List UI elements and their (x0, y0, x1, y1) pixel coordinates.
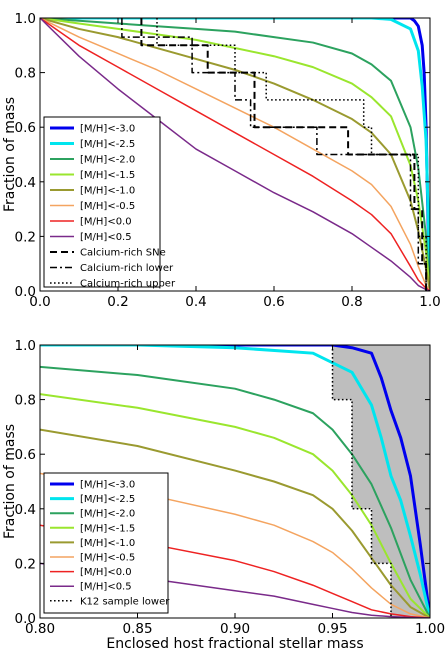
series-line-9 (121, 18, 430, 291)
legend-label-5: [M/H]<-0.5 (80, 553, 135, 564)
series-line-2 (40, 365, 430, 618)
series-line-1 (40, 345, 430, 618)
series-line-7 (40, 18, 430, 291)
legend: [M/H]<-3.0 [M/H]<-2.5 [M/H]<-2.0 [M/H]<-1.5… (43, 116, 176, 290)
legend-label-6: [M/H]<0.0 (80, 567, 132, 578)
legend-label-8: K12 sample lower (80, 596, 170, 607)
legend-label-2: [M/H]<-2.0 (80, 155, 135, 166)
legend-label-1: [M/H]<-2.5 (80, 494, 135, 505)
legend-label-0: [M/H]<-3.0 (80, 124, 135, 135)
legend-label-1: [M/H]<-2.5 (80, 139, 135, 150)
series-line-6 (40, 18, 430, 291)
y-tick-label: 0.6 (15, 120, 36, 136)
y-tick-label: 0.2 (15, 556, 36, 572)
series-line-4 (40, 18, 430, 291)
y-tick-label: 0.0 (15, 611, 36, 627)
legend-label-9: Calcium-rich lower (80, 263, 174, 274)
y-axis-label: Fraction of mass (2, 97, 18, 212)
shaded-region (332, 345, 430, 618)
x-tick-label: 1.00 (415, 621, 445, 637)
series-line-6 (40, 524, 430, 618)
y-tick-label: 0.4 (15, 175, 36, 191)
top-panel: 0.0 0.2 0.4 0.6 0.8 1.0 0.0 0.2 0.4 0.6 0.8 1.0 Frac… (2, 11, 441, 310)
x-tick-label: 0.95 (317, 621, 347, 637)
y-axis-label: Fraction of mass (2, 424, 18, 539)
x-tick-label: 0.4 (185, 294, 206, 310)
legend-box (43, 116, 161, 288)
legend-label-4: [M/H]<-1.0 (80, 186, 135, 197)
series-line-0 (40, 345, 430, 618)
x-tick-label: 0.80 (25, 621, 55, 637)
x-tick-label: 0.85 (122, 621, 152, 637)
series-line-3 (40, 393, 430, 618)
y-tick-label: 0.8 (15, 393, 36, 409)
x-tick-label: 1.0 (419, 294, 440, 310)
legend-label-8: Calcium-rich SNe (80, 248, 166, 259)
x-tick-label: 0.90 (220, 621, 250, 637)
y-tick-label: 0.4 (15, 502, 36, 518)
legend-label-4: [M/H]<-1.0 (80, 538, 135, 549)
y-tick-label: 0.6 (15, 447, 36, 463)
series-line-5 (40, 472, 430, 618)
series-line-3 (40, 18, 430, 291)
series-line-7 (40, 562, 430, 618)
legend-label-3: [M/H]<-1.5 (80, 523, 135, 534)
x-tick-label: 0.2 (107, 294, 128, 310)
legend-label-0: [M/H]<-3.0 (80, 480, 135, 491)
series-line-4 (40, 428, 430, 618)
y-tick-label: 1.0 (15, 11, 36, 27)
series-line-2 (40, 18, 430, 291)
legend-label-5: [M/H]<-0.5 (80, 201, 135, 212)
series-line-8 (331, 345, 392, 618)
series-line-8 (140, 18, 430, 291)
legend-label-7: [M/H]<0.5 (80, 582, 132, 593)
x-tick-label: 0.6 (263, 294, 284, 310)
legend: [M/H]<-3.0 [M/H]<-2.5 [M/H]<-2.0 [M/H]<-1.5… (43, 472, 170, 614)
series-line-5 (40, 18, 430, 291)
series-line-10 (156, 18, 430, 291)
legend-label-6: [M/H]<0.0 (80, 217, 132, 228)
axes-frame (39, 17, 431, 292)
legend-label-3: [M/H]<-1.5 (80, 170, 135, 181)
y-tick-label: 1.0 (15, 338, 36, 354)
y-tick-label: 0.8 (15, 66, 36, 82)
legend-label-7: [M/H]<0.5 (80, 232, 132, 243)
bottom-panel: 0.80 0.85 0.90 0.95 1.00 0.0 0.2 0.4 0.6 0.8 1.0 Fr… (2, 338, 445, 652)
legend-label-10: Calcium-rich upper (80, 279, 176, 290)
legend-label-2: [M/H]<-2.0 (80, 509, 135, 520)
y-tick-label: 0.2 (15, 229, 36, 245)
y-tick-label: 0.0 (15, 284, 36, 300)
x-tick-label: 0.8 (341, 294, 362, 310)
x-axis-label: Enclosed host fractional stellar mass (106, 636, 363, 652)
x-tick-label: 0.0 (29, 294, 50, 310)
